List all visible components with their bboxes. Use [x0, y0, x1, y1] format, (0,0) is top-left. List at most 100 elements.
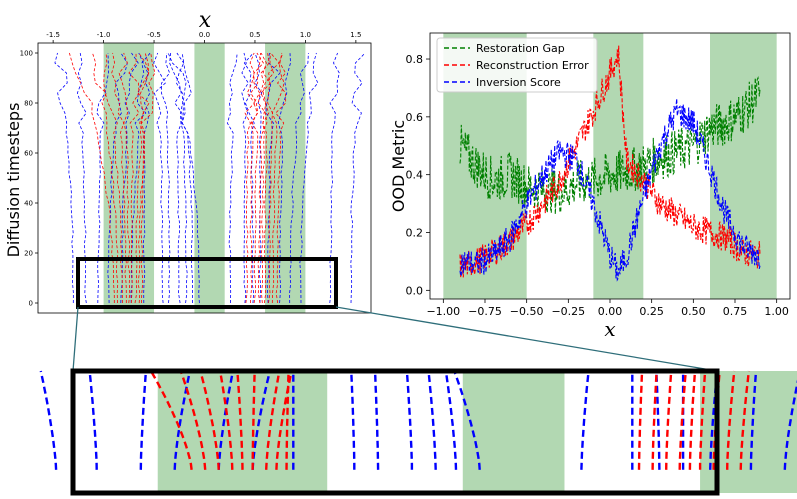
left-y-axis-label: Diffusion timesteps: [4, 103, 23, 258]
blue-trajectory-13: [226, 52, 238, 304]
red-trajectory-11: [251, 52, 264, 304]
zoom-blue-trajectory-8: [373, 370, 380, 470]
right-xtick-label-2: −0.50: [510, 305, 544, 318]
zoom-connector-right: [335, 306, 718, 372]
blue-trajectory-2: [96, 52, 109, 304]
red-trajectory-3: [111, 52, 127, 303]
blue-trajectory-14: [241, 52, 249, 304]
right-ytick-label-2: 0.4: [406, 169, 424, 182]
right-xtick-label-7: 0.75: [723, 305, 748, 318]
zoom-red-trajectory-4: [236, 370, 244, 470]
red-trajectory-5: [128, 52, 140, 304]
right-xtick-label-0: −1.00: [426, 305, 460, 318]
right-xtick-label-8: 1.00: [764, 305, 789, 318]
left-ytick-label-5: 100: [20, 50, 33, 58]
zoom-red-trajectory-11: [665, 370, 673, 470]
zoom-red-trajectory-16: [726, 370, 736, 470]
zoom-red-trajectory-12: [678, 370, 687, 470]
blue-trajectory-22: [350, 52, 366, 304]
zoom-blue-trajectory-7: [350, 370, 356, 470]
right-y-axis-label: OOD Metric: [389, 120, 408, 212]
ood-metric-plot: −1.00 −0.75 −0.50 −0.25 0.00 0.25 0.50 0.75 1.00…: [389, 32, 791, 341]
zoom-blue-trajectory-1: [88, 370, 98, 470]
right-metric-lines: [459, 45, 761, 282]
blue-trajectory-4: [120, 52, 139, 304]
zoom-red-trajectory-3: [218, 370, 234, 470]
blue-trajectory-6: [138, 52, 151, 304]
red-trajectory-13: [260, 52, 272, 304]
zoom-blue-trajectory-15: [655, 370, 661, 470]
zoom-connector-left: [72, 306, 79, 372]
right-xtick-label-3: −0.25: [551, 305, 585, 318]
zoom-blue-trajectory-3: [173, 370, 192, 470]
zoom-shaded-regions: [157, 371, 797, 493]
zoomed-inset: [39, 368, 797, 496]
blue-trajectory-10: [175, 52, 188, 304]
red-trajectory-17: [275, 52, 287, 304]
blue-trajectory-20: [299, 52, 319, 304]
blue-trajectory-16: [254, 52, 263, 304]
legend-label-inversion: Inversion Score: [476, 76, 561, 89]
red-trajectory-7: [137, 52, 156, 304]
zoom-blue-trajectory-18: [749, 370, 758, 470]
red-trajectory-2: [103, 52, 123, 304]
zoom-red-trajectory-9: [637, 370, 644, 470]
zoom-blue-trajectory-11: [444, 370, 458, 470]
zoom-red-trajectory-14: [698, 370, 707, 470]
left-shade-2: [265, 43, 306, 313]
right-xtick-label-5: 0.25: [639, 305, 664, 318]
blue-trajectory-1: [76, 52, 87, 304]
red-trajectory-9: [244, 52, 256, 304]
zoom-red-trajectory-8: [285, 370, 290, 470]
zoom-red-trajectory-13: [688, 370, 697, 470]
series-line-restoration-gap: [459, 76, 761, 215]
left-ytick-label-4: 80: [24, 100, 33, 108]
zoom-red-trajectory-0: [149, 370, 193, 470]
zoom-blue-trajectory-13: [580, 370, 590, 470]
right-xtick-label-1: −0.75: [468, 305, 502, 318]
left-xtick-label-6: 1.5: [350, 31, 361, 39]
left-xtick-label-3: 0.0: [199, 31, 210, 39]
left-shade-1: [194, 43, 225, 313]
right-ytick-label-3: 0.6: [406, 111, 424, 124]
right-ytick-label-1: 0.2: [406, 227, 424, 240]
red-trajectory-6: [134, 52, 150, 304]
right-y-ticks: 0.0 0.2 0.4 0.6 0.8: [406, 53, 430, 297]
right-shaded-regions: [443, 33, 777, 299]
zoom-red-trajectory-6: [265, 370, 281, 470]
blue-trajectory-18: [277, 52, 291, 304]
left-xtick-label-1: -1.0: [97, 31, 111, 39]
left-ytick-label-1: 20: [24, 250, 33, 258]
left-shaded-regions: [103, 43, 306, 313]
blue-trajectory-0: [54, 52, 74, 304]
zoom-shade-1: [462, 371, 565, 493]
red-trajectory-15: [267, 52, 280, 304]
zoom-blue-trajectory-4: [217, 370, 235, 470]
blue-trajectory-7: [153, 52, 166, 304]
zoom-trajectory-lines: [39, 370, 797, 470]
series-line-reconstruction-error: [459, 45, 761, 278]
zoom-red-trajectory-2: [199, 370, 220, 470]
blue-trajectory-21: [329, 52, 340, 304]
blue-trajectory-3: [107, 52, 128, 304]
zoom-blue-trajectory-5: [251, 370, 272, 470]
legend-label-reconstruction: Reconstruction Error: [476, 59, 589, 72]
legend-label-restoration: Restoration Gap: [476, 42, 565, 55]
series-line-inversion-score: [459, 98, 761, 282]
zoom-selection-box: [76, 257, 338, 309]
zoom-blue-trajectory-2: [139, 370, 148, 470]
blue-trajectory-12: [167, 52, 200, 304]
left-xtick-label-2: -0.5: [147, 31, 161, 39]
red-trajectory-10: [249, 52, 261, 304]
red-trajectory-8: [136, 52, 150, 304]
right-x-axis-label: x: [604, 317, 615, 341]
zoom-shade-0: [157, 371, 328, 493]
zoom-blue-trajectory-12: [453, 370, 481, 470]
right-ytick-label-0: 0.0: [406, 284, 424, 297]
zoom-frame: [70, 368, 720, 496]
zoom-red-trajectory-17: [739, 370, 751, 470]
left-ytick-label-0: 0: [29, 300, 33, 308]
left-ytick-label-3: 60: [24, 150, 33, 158]
left-ytick-label-2: 40: [24, 200, 33, 208]
